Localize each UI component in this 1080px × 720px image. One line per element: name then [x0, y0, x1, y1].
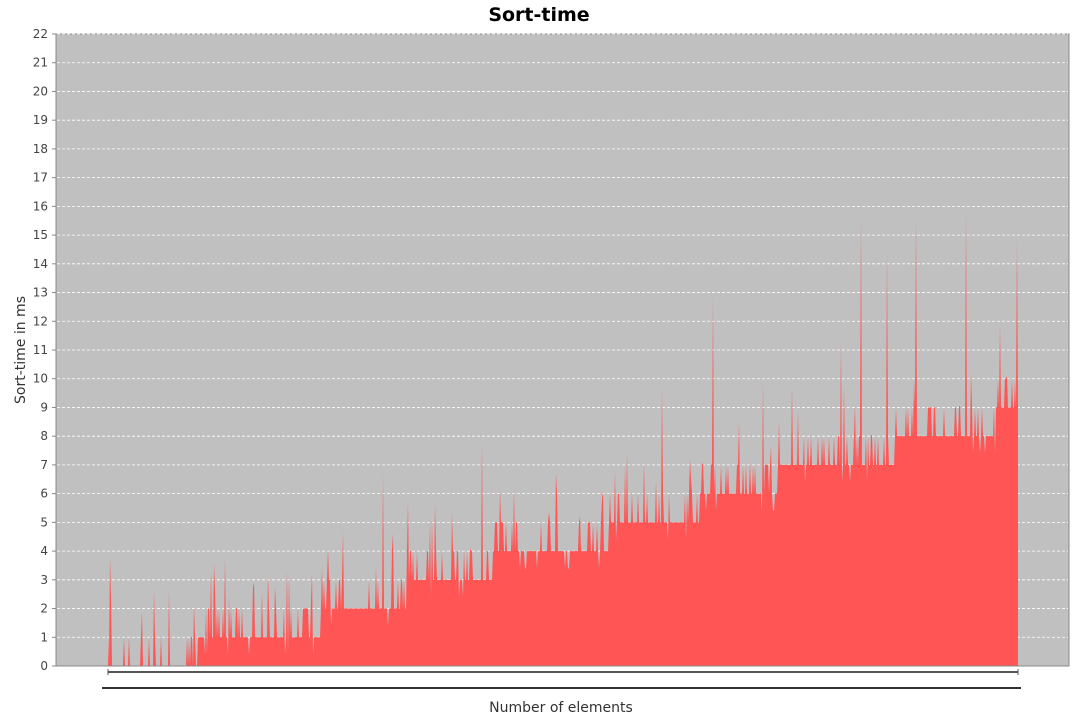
- y-axis-label: Sort-time in ms: [13, 296, 29, 404]
- series-area: [108, 212, 1018, 667]
- y-tick-label: 12: [33, 314, 48, 328]
- y-tick-label: 5: [40, 515, 48, 529]
- y-tick-label: 22: [33, 27, 48, 41]
- y-tick-label: 4: [40, 544, 48, 558]
- y-tick-label: 1: [40, 630, 48, 644]
- y-tick-label: 16: [33, 199, 48, 213]
- y-tick-label: 2: [40, 602, 48, 616]
- y-tick-label: 21: [33, 56, 48, 70]
- y-tick-label: 6: [40, 487, 48, 501]
- y-tick-label: 14: [33, 257, 48, 271]
- y-tick-label: 13: [33, 286, 48, 300]
- y-tick-label: 11: [33, 343, 48, 357]
- chart-title: Sort-time: [488, 4, 589, 26]
- y-tick-label: 19: [33, 113, 48, 127]
- y-tick-label: 20: [33, 84, 48, 98]
- y-tick-label: 3: [40, 573, 48, 587]
- y-tick-label: 8: [40, 429, 48, 443]
- x-axis-label: Number of elements: [489, 700, 633, 716]
- y-tick-label: 10: [33, 372, 48, 386]
- y-tick-label: 17: [33, 171, 48, 185]
- y-tick-label: 15: [33, 228, 48, 242]
- y-tick-label: 9: [40, 400, 48, 414]
- y-tick-label: 0: [40, 659, 48, 673]
- y-tick-label: 18: [33, 142, 48, 156]
- y-tick-label: 7: [40, 458, 48, 472]
